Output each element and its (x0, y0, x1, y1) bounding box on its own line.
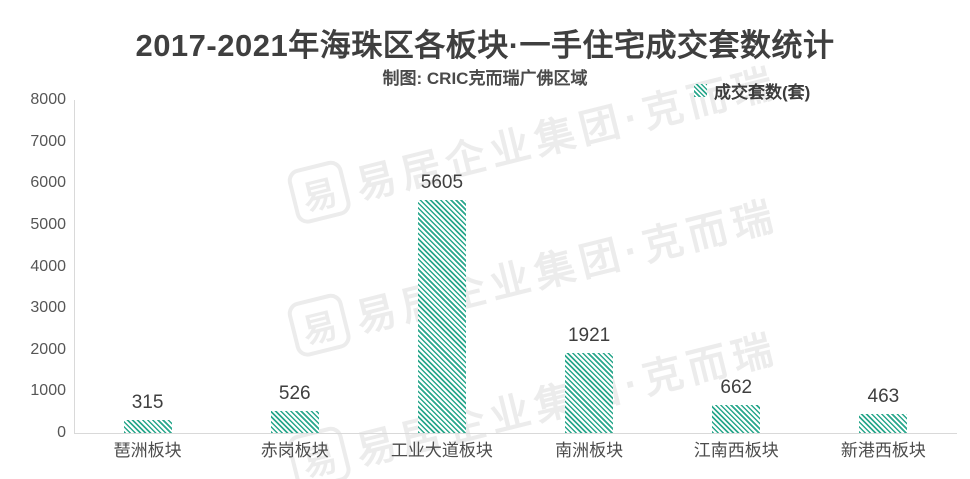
legend: 成交套数(套) (694, 78, 810, 103)
y-axis-tick-label: 4000 (30, 257, 66, 275)
y-axis-tick-label: 3000 (30, 299, 66, 317)
y-axis-tick-label: 1000 (30, 382, 66, 400)
category-label: 赤岗板块 (260, 441, 329, 460)
y-axis-tick-label: 2000 (30, 340, 66, 358)
legend-hatch-swatch-icon (694, 84, 707, 97)
bar-value-label: 463 (867, 385, 900, 407)
bar (565, 353, 614, 433)
bar-value-label: 526 (278, 383, 311, 405)
category-label: 琶洲板块 (113, 441, 182, 460)
bar-value-label: 315 (131, 391, 164, 413)
bar (859, 413, 908, 433)
bar (417, 199, 466, 433)
y-axis-tick-label: 7000 (30, 132, 66, 150)
y-axis-line (74, 100, 75, 433)
yiju-logo-icon: 易 (285, 291, 354, 360)
chart-title: 2017-2021年海珠区各板块·一手住宅成交套数统计 (135, 28, 835, 63)
bar (712, 405, 761, 433)
yiju-logo-icon: 易 (285, 158, 354, 227)
category-label: 工业大道板块 (390, 441, 493, 460)
category-label: 江南西板块 (693, 441, 779, 460)
bar (123, 419, 172, 433)
bar (270, 411, 319, 433)
bar-value-label: 5605 (420, 171, 464, 193)
y-axis-tick-label: 6000 (30, 174, 66, 192)
x-axis-line (74, 433, 957, 434)
y-axis-tick-label: 8000 (30, 91, 66, 108)
legend-label: 成交套数(套) (714, 83, 811, 102)
bar-value-label: 662 (720, 377, 753, 399)
y-axis-tick-label: 0 (57, 424, 66, 441)
chart-subtitle: 制图: CRIC克而瑞广佛区域 (382, 69, 588, 88)
bar-value-label: 1921 (567, 325, 611, 347)
category-label: 南洲板块 (555, 441, 624, 460)
category-label: 新港西板块 (840, 441, 926, 460)
watermark-label: 易居企业集团·克而瑞 (351, 193, 783, 342)
y-axis-tick-label: 5000 (30, 215, 66, 233)
